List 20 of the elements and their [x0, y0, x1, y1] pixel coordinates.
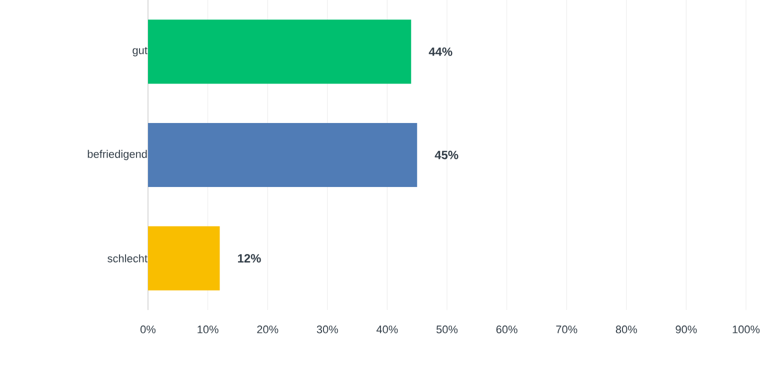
- y-tick-label: befriedigend: [88, 150, 147, 160]
- y-tick-label: gut: [132, 46, 148, 56]
- data-label: 44%: [428, 47, 452, 56]
- y-tick-label: schlecht: [108, 254, 148, 262]
- bar: [148, 226, 220, 290]
- x-tick-label: 10%: [198, 326, 218, 334]
- x-tick-label: 70%: [556, 326, 578, 334]
- data-label: 12%: [238, 254, 261, 263]
- x-tick-label: 90%: [676, 326, 697, 334]
- x-tick-label: 40%: [376, 326, 398, 334]
- bar: [148, 122, 418, 188]
- x-tick-label: 30%: [316, 326, 338, 334]
- x-tick-label: 60%: [496, 326, 518, 334]
- x-tick-label: 80%: [616, 326, 637, 334]
- x-tick-label: 20%: [257, 326, 278, 334]
- x-tick-label: 50%: [436, 326, 458, 334]
- x-tick-label: 0%: [140, 326, 156, 334]
- data-label: 45%: [434, 150, 458, 160]
- bar: [148, 20, 412, 84]
- x-tick-label: 100%: [732, 326, 760, 334]
